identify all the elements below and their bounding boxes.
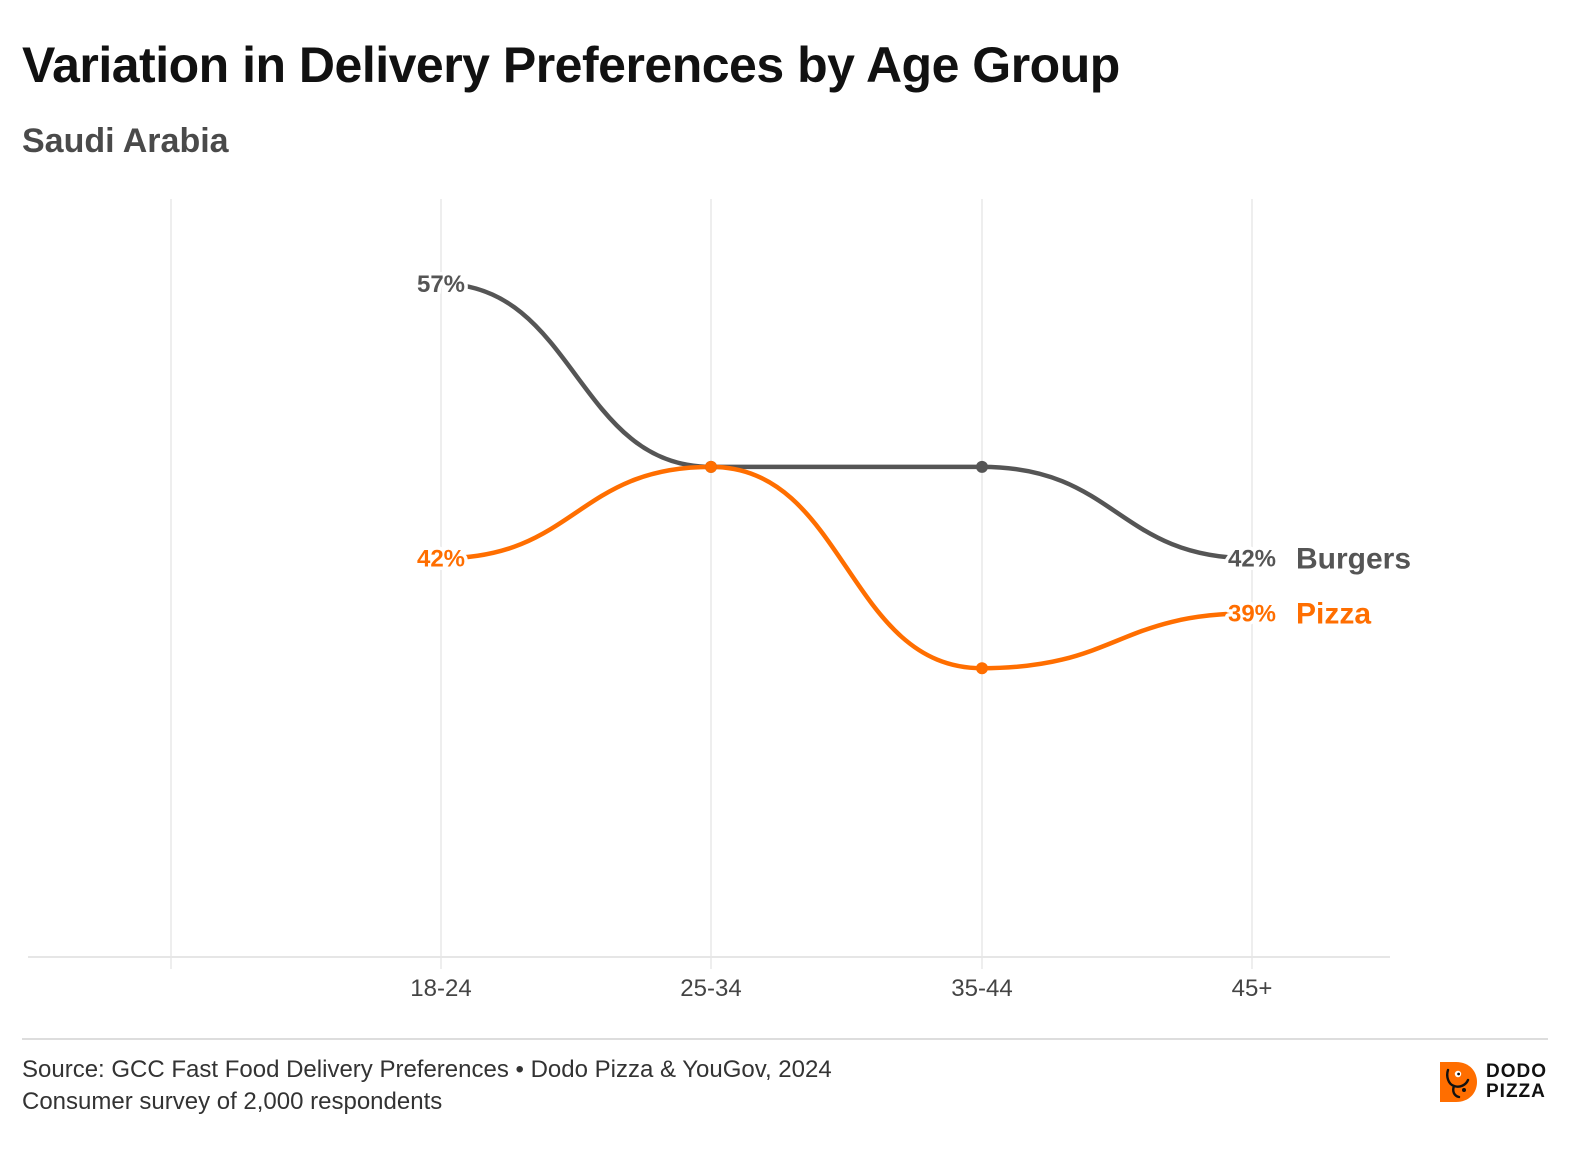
- dodo-pizza-logo: DODO PIZZA: [1436, 1060, 1552, 1106]
- burgers-series-label: Burgers: [1296, 542, 1411, 575]
- series-labels: Burgers Pizza: [1296, 542, 1411, 630]
- x-tick-label: 35-44: [951, 975, 1012, 1002]
- line-chart: 18-24 25-34 35-44 45+ 57% 42% 42% 39% Burgers P…: [28, 199, 1411, 1002]
- burgers-point: [976, 460, 988, 473]
- survey-line: Consumer survey of 2,000 respondents: [22, 1088, 443, 1115]
- chart-subtitle: Saudi Arabia: [22, 122, 229, 160]
- series-lines: [438, 281, 1255, 671]
- data-labels: 57% 42% 42% 39%: [413, 267, 1279, 630]
- logo-word-dodo: DODO: [1486, 1061, 1547, 1082]
- pizza-series-label: Pizza: [1296, 597, 1371, 630]
- x-axis-ticks: 18-24 25-34 35-44 45+: [410, 975, 1272, 1002]
- x-tick-label: 18-24: [410, 975, 471, 1002]
- burgers-value-label: 57%: [417, 271, 465, 298]
- source-note: Source: GCC Fast Food Delivery Preferenc…: [22, 1054, 832, 1118]
- pizza-value-label: 39%: [1228, 600, 1276, 627]
- dodo-bird-icon: [1440, 1062, 1477, 1102]
- source-line: Source: GCC Fast Food Delivery Preferenc…: [22, 1056, 832, 1083]
- pizza-point: [705, 460, 717, 473]
- logo-word-pizza: PIZZA: [1486, 1081, 1546, 1102]
- burgers-line: [438, 281, 1255, 561]
- grid-lines: [170, 199, 1253, 969]
- pizza-point: [976, 662, 988, 675]
- footer-divider: [22, 1038, 1548, 1040]
- pizza-line: [438, 464, 1255, 671]
- burgers-value-label: 42%: [1228, 545, 1276, 572]
- data-points: [705, 460, 988, 675]
- logo-wordmark: DODO PIZZA: [1486, 1062, 1547, 1102]
- x-tick-label: 25-34: [680, 975, 741, 1002]
- pizza-value-label: 42%: [417, 545, 465, 572]
- chart-title: Variation in Delivery Preferences by Age…: [22, 37, 1120, 93]
- x-tick-label: 45+: [1232, 975, 1273, 1002]
